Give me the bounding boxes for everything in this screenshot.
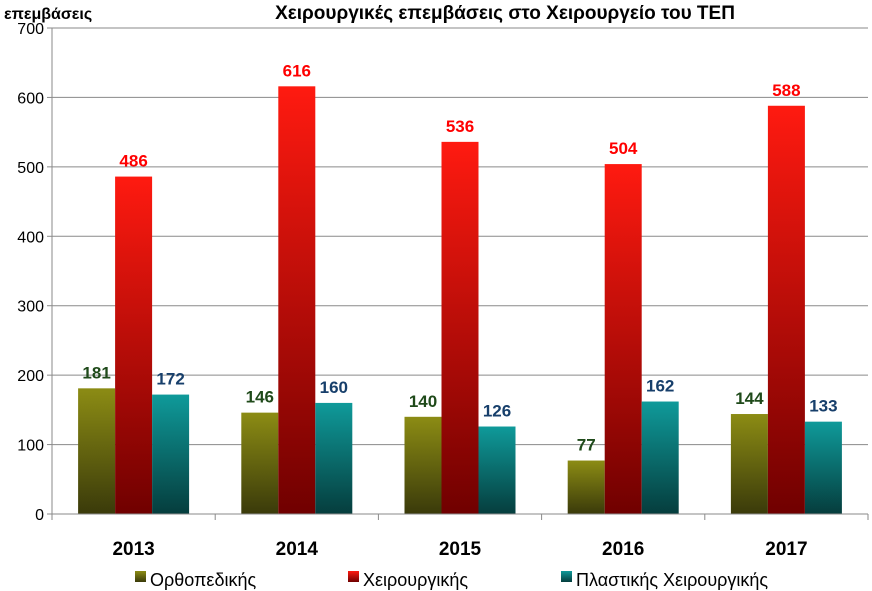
data-label-2015-2: 126 [483, 402, 511, 421]
x-tick-label: 2017 [765, 539, 807, 560]
y-tick-label: 300 [17, 299, 44, 316]
data-label-2014-0: 146 [246, 388, 274, 407]
y-axis-ticks: 0 100 200 300 400 500 600 700 [17, 21, 52, 524]
bar-2013-0 [78, 388, 116, 514]
bar-2014-2 [315, 402, 353, 514]
data-label-2016-0: 77 [577, 436, 596, 455]
legend-swatch [135, 571, 146, 582]
legend: Ορθοπεδικής Χειρουργικής Πλαστικής Χειρουρ… [135, 570, 768, 590]
legend-label: Πλαστικής Χειρουργικής [576, 570, 768, 590]
data-label-2016-1: 504 [609, 139, 638, 158]
bar-2017-1 [767, 105, 805, 514]
data-label-2015-0: 140 [409, 392, 437, 411]
y-axis-label: επεμβάσεις [4, 6, 92, 23]
y-tick-label: 200 [17, 368, 44, 385]
data-label-2013-0: 181 [82, 363, 110, 382]
y-tick-label: 500 [17, 160, 44, 177]
data-label-2014-1: 616 [283, 61, 311, 80]
legend-label: Χειρουργικής [363, 570, 468, 590]
bar-2016-1 [604, 164, 642, 514]
data-label-2015-1: 536 [446, 117, 474, 136]
data-label-2016-2: 162 [646, 377, 674, 396]
chart-title: Χειρουργικές επεμβάσεις στο Χειρουργείο … [275, 3, 735, 24]
y-tick-label: 600 [17, 90, 44, 107]
bar-2014-1 [278, 86, 316, 514]
bar-2017-2 [804, 421, 842, 514]
data-labels: 181 486 172 146 616 160 140 536 126 77 504 162 144 58… [82, 61, 837, 454]
bar-2014-0 [241, 412, 279, 514]
bar-2015-1 [441, 141, 479, 514]
bar-2017-0 [730, 414, 768, 514]
data-label-2017-2: 133 [809, 397, 837, 416]
data-label-2017-0: 144 [735, 389, 764, 408]
y-tick-label: 400 [17, 229, 44, 246]
x-tick-label: 2013 [112, 539, 154, 560]
legend-label: Ορθοπεδικής [150, 570, 256, 590]
data-label-2013-2: 172 [156, 370, 184, 389]
bar-2013-1 [115, 176, 153, 514]
x-axis-ticks: 2013 2014 2015 2016 2017 [51, 514, 869, 560]
legend-swatch [561, 571, 572, 582]
axes [51, 28, 868, 515]
data-label-2013-1: 486 [119, 152, 147, 171]
y-tick-label: 0 [35, 507, 44, 524]
bar-2016-2 [641, 401, 679, 514]
legend-swatch [348, 571, 359, 582]
bar-2013-2 [152, 394, 190, 514]
data-label-2017-1: 588 [772, 81, 800, 100]
x-tick-label: 2015 [439, 539, 482, 560]
bar-2015-2 [478, 426, 516, 514]
y-tick-label: 700 [17, 21, 44, 38]
y-tick-label: 100 [17, 438, 44, 455]
bar-2016-0 [567, 460, 605, 514]
bar-2015-0 [404, 416, 442, 514]
x-tick-label: 2014 [276, 539, 319, 560]
data-label-2014-2: 160 [320, 378, 348, 397]
bars-group [78, 86, 842, 514]
x-tick-label: 2016 [602, 539, 644, 560]
